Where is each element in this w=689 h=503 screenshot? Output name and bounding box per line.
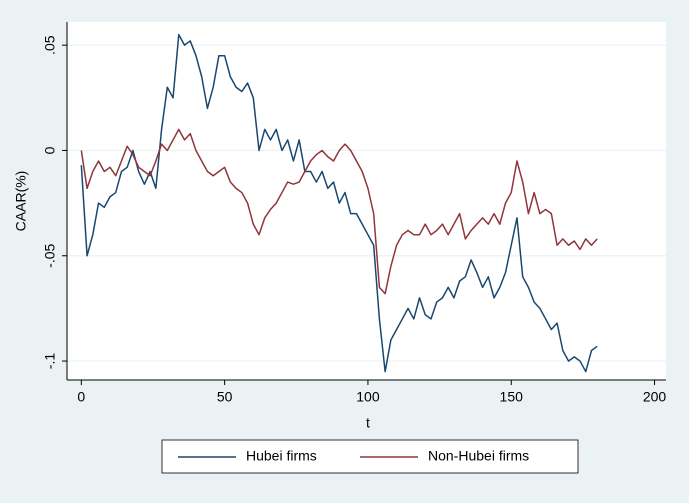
y-tick-label: -.05 — [42, 243, 58, 267]
y-tick-label: .05 — [42, 35, 58, 55]
series-line — [80, 128, 598, 295]
x-tick-label: 0 — [77, 389, 85, 405]
x-axis-label: t — [366, 415, 370, 431]
legend-label: Non-Hubei firms — [428, 448, 529, 464]
legend-label: Hubei firms — [246, 448, 317, 464]
x-tick-label: 50 — [217, 389, 233, 405]
y-tick-label: 0 — [42, 146, 58, 154]
y-tick-label: -.1 — [42, 353, 58, 370]
x-tick-label: 150 — [500, 389, 524, 405]
series-line — [80, 33, 598, 373]
plot-area — [67, 22, 666, 380]
y-axis-label: CAAR(%) — [13, 171, 29, 232]
x-tick-label: 100 — [356, 389, 380, 405]
x-tick-label: 200 — [643, 389, 667, 405]
